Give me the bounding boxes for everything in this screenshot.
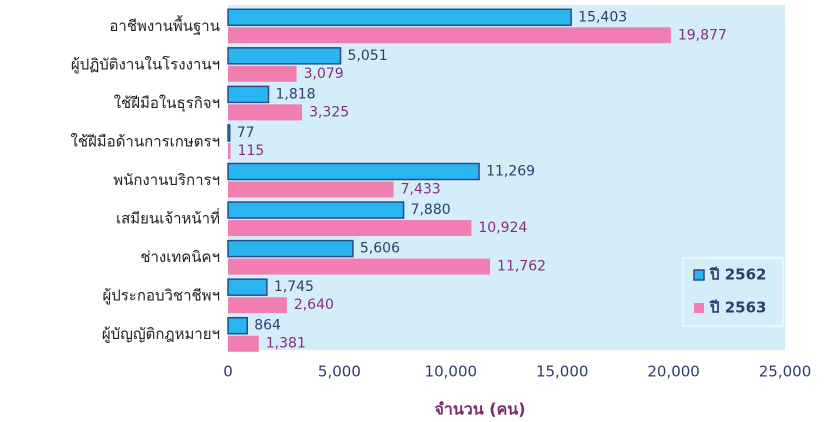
value-label: 3,079 — [304, 66, 344, 82]
bar — [227, 162, 480, 181]
value-label: 5,606 — [360, 241, 400, 257]
bar — [227, 316, 248, 335]
legend-swatch — [694, 303, 704, 313]
legend-label: ปี 2562 — [709, 266, 766, 284]
bar — [227, 124, 231, 142]
value-label: 11,269 — [486, 164, 535, 180]
bar — [227, 278, 268, 296]
y-tick-label: ช่างเทคนิคฯ — [140, 248, 220, 266]
y-tick-label: ผู้ปฏิบัติงานในโรงงานฯ — [71, 55, 220, 73]
value-label: 1,381 — [266, 336, 306, 352]
bar — [227, 201, 405, 219]
x-tick-label: 0 — [223, 363, 233, 381]
value-label: 7,433 — [401, 182, 441, 198]
bar — [228, 65, 297, 82]
value-label: 10,924 — [478, 220, 527, 236]
x-tick-label: 5,000 — [318, 363, 361, 381]
value-label: 2,640 — [294, 297, 334, 313]
x-tick-label: 10,000 — [425, 363, 478, 381]
y-tick-label: ผู้บัญญัติกฎหมายฯ — [102, 325, 220, 343]
y-tick-label: ผู้ประกอบวิชาชีพฯ — [102, 287, 220, 305]
value-label: 19,877 — [678, 27, 727, 43]
value-label: 11,762 — [497, 259, 546, 275]
bar — [228, 297, 287, 314]
value-label: 5,051 — [348, 48, 388, 64]
bar — [228, 335, 259, 352]
bar — [228, 220, 472, 237]
value-label: 7,880 — [411, 202, 451, 218]
x-tick-label: 15,000 — [536, 363, 589, 381]
value-label: 864 — [254, 318, 281, 334]
value-label: 3,325 — [309, 104, 349, 120]
value-label: 1,818 — [276, 86, 316, 102]
legend-label: ปี 2563 — [709, 299, 766, 317]
bar — [228, 104, 303, 121]
value-label: 15,403 — [578, 9, 627, 25]
value-label: 77 — [237, 125, 255, 141]
bar — [228, 27, 671, 44]
bar — [228, 181, 394, 198]
bar — [228, 142, 231, 159]
y-tick-label: อาชีพงานพื้นฐาน — [109, 15, 220, 35]
x-axis-title: จำนวน (คน) — [434, 400, 525, 419]
y-tick-label: ใช้ฝีมือในธุรกิจฯ — [114, 94, 220, 113]
value-label: 115 — [238, 143, 265, 159]
x-tick-label: 20,000 — [647, 363, 700, 381]
y-tick-label: พนักงานบริการฯ — [113, 171, 220, 189]
y-tick-label: เสมียนเจ้าหน้าที่ — [116, 208, 220, 228]
bar — [228, 258, 491, 275]
legend-box — [682, 257, 784, 327]
bar — [227, 85, 270, 104]
y-tick-label: ใช้ฝีมือด้านการเกษตรฯ — [71, 132, 221, 150]
x-tick-label: 25,000 — [759, 363, 812, 381]
value-label: 1,745 — [274, 279, 314, 295]
bar — [227, 239, 354, 258]
bar — [227, 8, 572, 27]
legend-swatch — [693, 269, 705, 281]
bar — [227, 47, 342, 65]
